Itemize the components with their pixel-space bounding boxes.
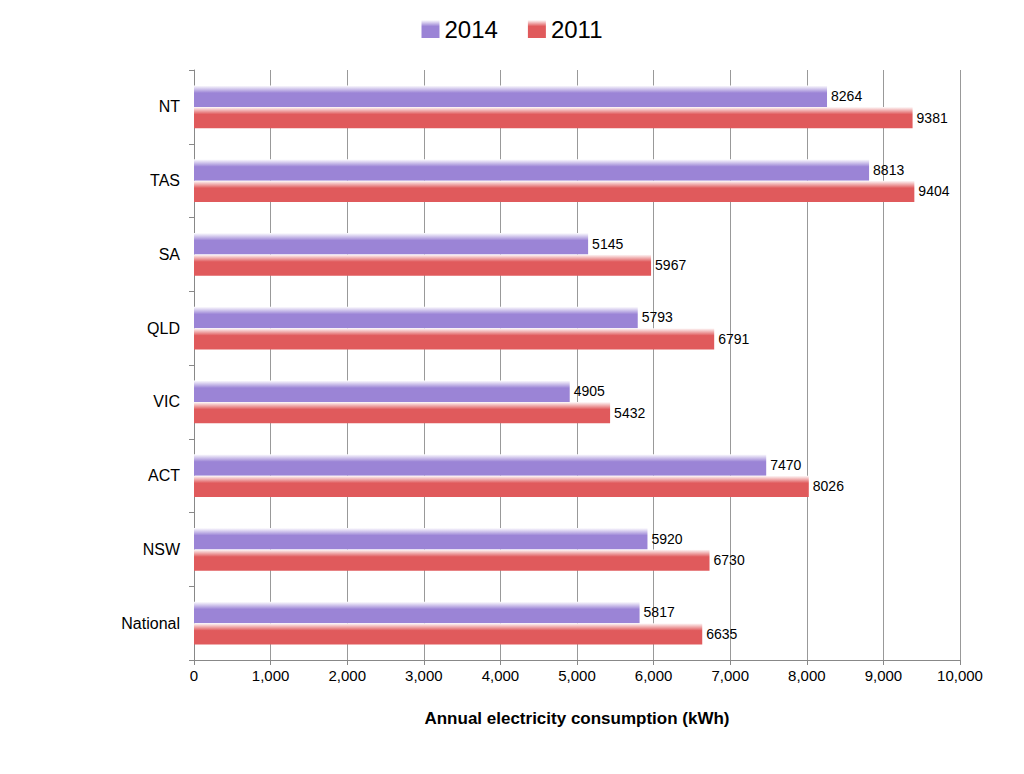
svg-text:9404: 9404	[918, 183, 949, 199]
svg-text:5817: 5817	[644, 604, 675, 620]
svg-text:NSW: NSW	[143, 541, 181, 558]
svg-text:2014: 2014	[445, 16, 498, 43]
svg-text:8813: 8813	[873, 162, 904, 178]
svg-text:10,000: 10,000	[937, 667, 983, 684]
svg-text:5920: 5920	[651, 531, 682, 547]
svg-text:8,000: 8,000	[788, 667, 826, 684]
svg-text:7,000: 7,000	[711, 667, 749, 684]
svg-text:6635: 6635	[706, 626, 737, 642]
svg-text:National: National	[121, 615, 180, 632]
svg-text:2011: 2011	[551, 16, 603, 43]
svg-text:6730: 6730	[714, 552, 745, 568]
svg-text:5432: 5432	[614, 405, 645, 421]
svg-text:9381: 9381	[917, 110, 948, 126]
svg-text:Annual electricity consumption: Annual electricity consumption (kWh)	[424, 709, 729, 728]
svg-text:8026: 8026	[813, 478, 844, 494]
svg-text:ACT: ACT	[148, 467, 180, 484]
svg-text:NT: NT	[159, 98, 181, 115]
svg-text:SA: SA	[159, 246, 181, 263]
svg-text:TAS: TAS	[150, 172, 180, 189]
svg-text:QLD: QLD	[147, 320, 180, 337]
svg-text:5145: 5145	[592, 236, 623, 252]
svg-text:2,000: 2,000	[328, 667, 366, 684]
svg-text:5793: 5793	[642, 309, 673, 325]
svg-text:7470: 7470	[770, 457, 801, 473]
svg-text:4905: 4905	[574, 383, 605, 399]
svg-text:9,000: 9,000	[865, 667, 903, 684]
svg-text:5967: 5967	[655, 257, 686, 273]
svg-text:1,000: 1,000	[252, 667, 290, 684]
svg-text:0: 0	[190, 667, 198, 684]
svg-text:3,000: 3,000	[405, 667, 443, 684]
svg-text:6,000: 6,000	[635, 667, 673, 684]
svg-text:6791: 6791	[718, 331, 749, 347]
svg-text:VIC: VIC	[153, 393, 180, 410]
svg-text:5,000: 5,000	[558, 667, 596, 684]
svg-text:4,000: 4,000	[482, 667, 520, 684]
svg-text:8264: 8264	[831, 88, 862, 104]
